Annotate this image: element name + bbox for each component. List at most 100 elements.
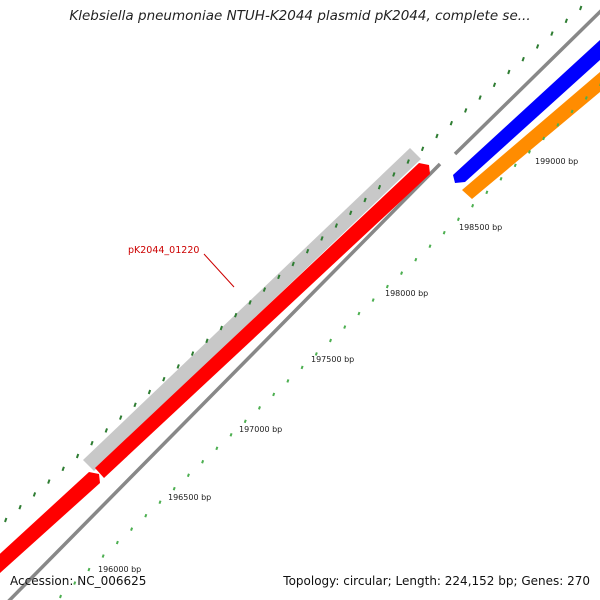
tick-label-197000: 197000 bp [239,425,282,434]
tick-mark [277,274,281,280]
tick-mark [262,287,267,292]
tick-mark [47,479,51,484]
tick-mark [385,284,389,289]
tick-mark [570,109,574,114]
tick-mark [550,31,554,36]
tick-mark [392,172,396,177]
tick-mark [535,44,540,49]
gene-blue[interactable] [453,40,600,183]
gene-orange[interactable] [462,72,600,199]
tick-mark [291,261,295,267]
tick-mark [314,352,318,356]
tick-mark [130,527,134,531]
tick-mark [435,133,439,139]
tick-mark [492,82,497,88]
gene-gray[interactable] [83,148,421,471]
tick-mark [406,159,410,164]
tick-mark [564,18,568,24]
tick-mark [442,230,446,235]
tick-mark [190,351,195,356]
tick-mark [119,415,123,420]
backbone-line [7,162,442,600]
tick-mark [104,428,108,433]
tick-mark [420,146,425,152]
tick-mark [258,406,261,410]
tick-mark [205,338,209,344]
tick-mark [579,5,583,11]
tick-marks [4,5,600,599]
tick-mark [219,325,223,331]
tick-mark [87,567,91,572]
tick-mark [428,244,432,249]
accession-label: Accession: NC_006625 [10,574,147,588]
tick-mark [528,150,531,154]
tick-mark [499,176,503,181]
tick-mark [521,56,525,62]
tick-mark [201,459,205,464]
tick-mark [162,376,166,382]
tick-mark [305,248,310,254]
tick-mark [334,223,338,228]
tick-mark [507,69,511,75]
tick-mark [133,402,137,408]
tick-label-196500: 196500 bp [168,493,211,502]
tick-mark [147,389,152,395]
gene-red-lower[interactable] [0,472,100,582]
tick-label-196000: 196000 bp [98,565,141,574]
tick-mark [449,120,453,126]
tick-mark [357,311,361,316]
genome-stats-label: Topology: circular; Length: 224,152 bp; … [283,574,590,588]
tick-mark [329,338,332,343]
tick-mark [215,446,219,451]
tick-mark [542,136,546,141]
tick-mark [4,517,8,523]
tick-label-199000: 199000 bp [535,157,578,166]
tick-mark [584,96,588,100]
tick-mark [478,95,482,100]
tick-mark [556,123,560,127]
tick-mark [186,473,190,478]
tick-mark [115,540,119,545]
tick-mark [320,236,324,241]
gene-red[interactable] [95,163,430,478]
tick-mark [343,325,347,329]
tick-mark [349,210,353,216]
tick-mark [172,486,176,491]
tick-mark [234,312,238,318]
tick-mark [176,364,180,369]
tick-mark [272,392,276,397]
tick-label-197500: 197500 bp [311,355,354,364]
tick-mark [59,594,62,599]
tick-mark [377,184,382,190]
backbone-line [453,9,600,156]
tick-mark [400,271,404,275]
tick-mark [464,108,468,113]
tick-mark [18,504,22,510]
gene-label-leader [203,253,235,288]
tick-mark [144,513,148,518]
tick-label-198000: 198000 bp [385,289,428,298]
tick-mark [456,217,460,222]
tick-mark [371,298,375,302]
gene-label-pK2044-01220[interactable]: pK2044_01220 [128,245,199,256]
tick-mark [229,432,233,437]
tick-mark [32,492,37,497]
tick-mark [471,203,475,208]
map-title: Klebsiella pneumoniae NTUH-K2044 plasmid… [69,8,531,24]
tick-mark [414,257,418,262]
tick-mark [61,466,65,472]
tick-mark [286,379,290,383]
tick-mark [363,197,367,203]
tick-mark [73,581,77,585]
tick-mark [158,500,162,505]
tick-mark [243,419,247,424]
tick-mark [101,554,105,558]
tick-mark [513,163,517,168]
tick-label-198500: 198500 bp [459,223,502,232]
tick-mark [75,453,80,459]
tick-mark [485,190,489,195]
tick-mark [300,365,304,370]
tick-mark [248,300,252,305]
